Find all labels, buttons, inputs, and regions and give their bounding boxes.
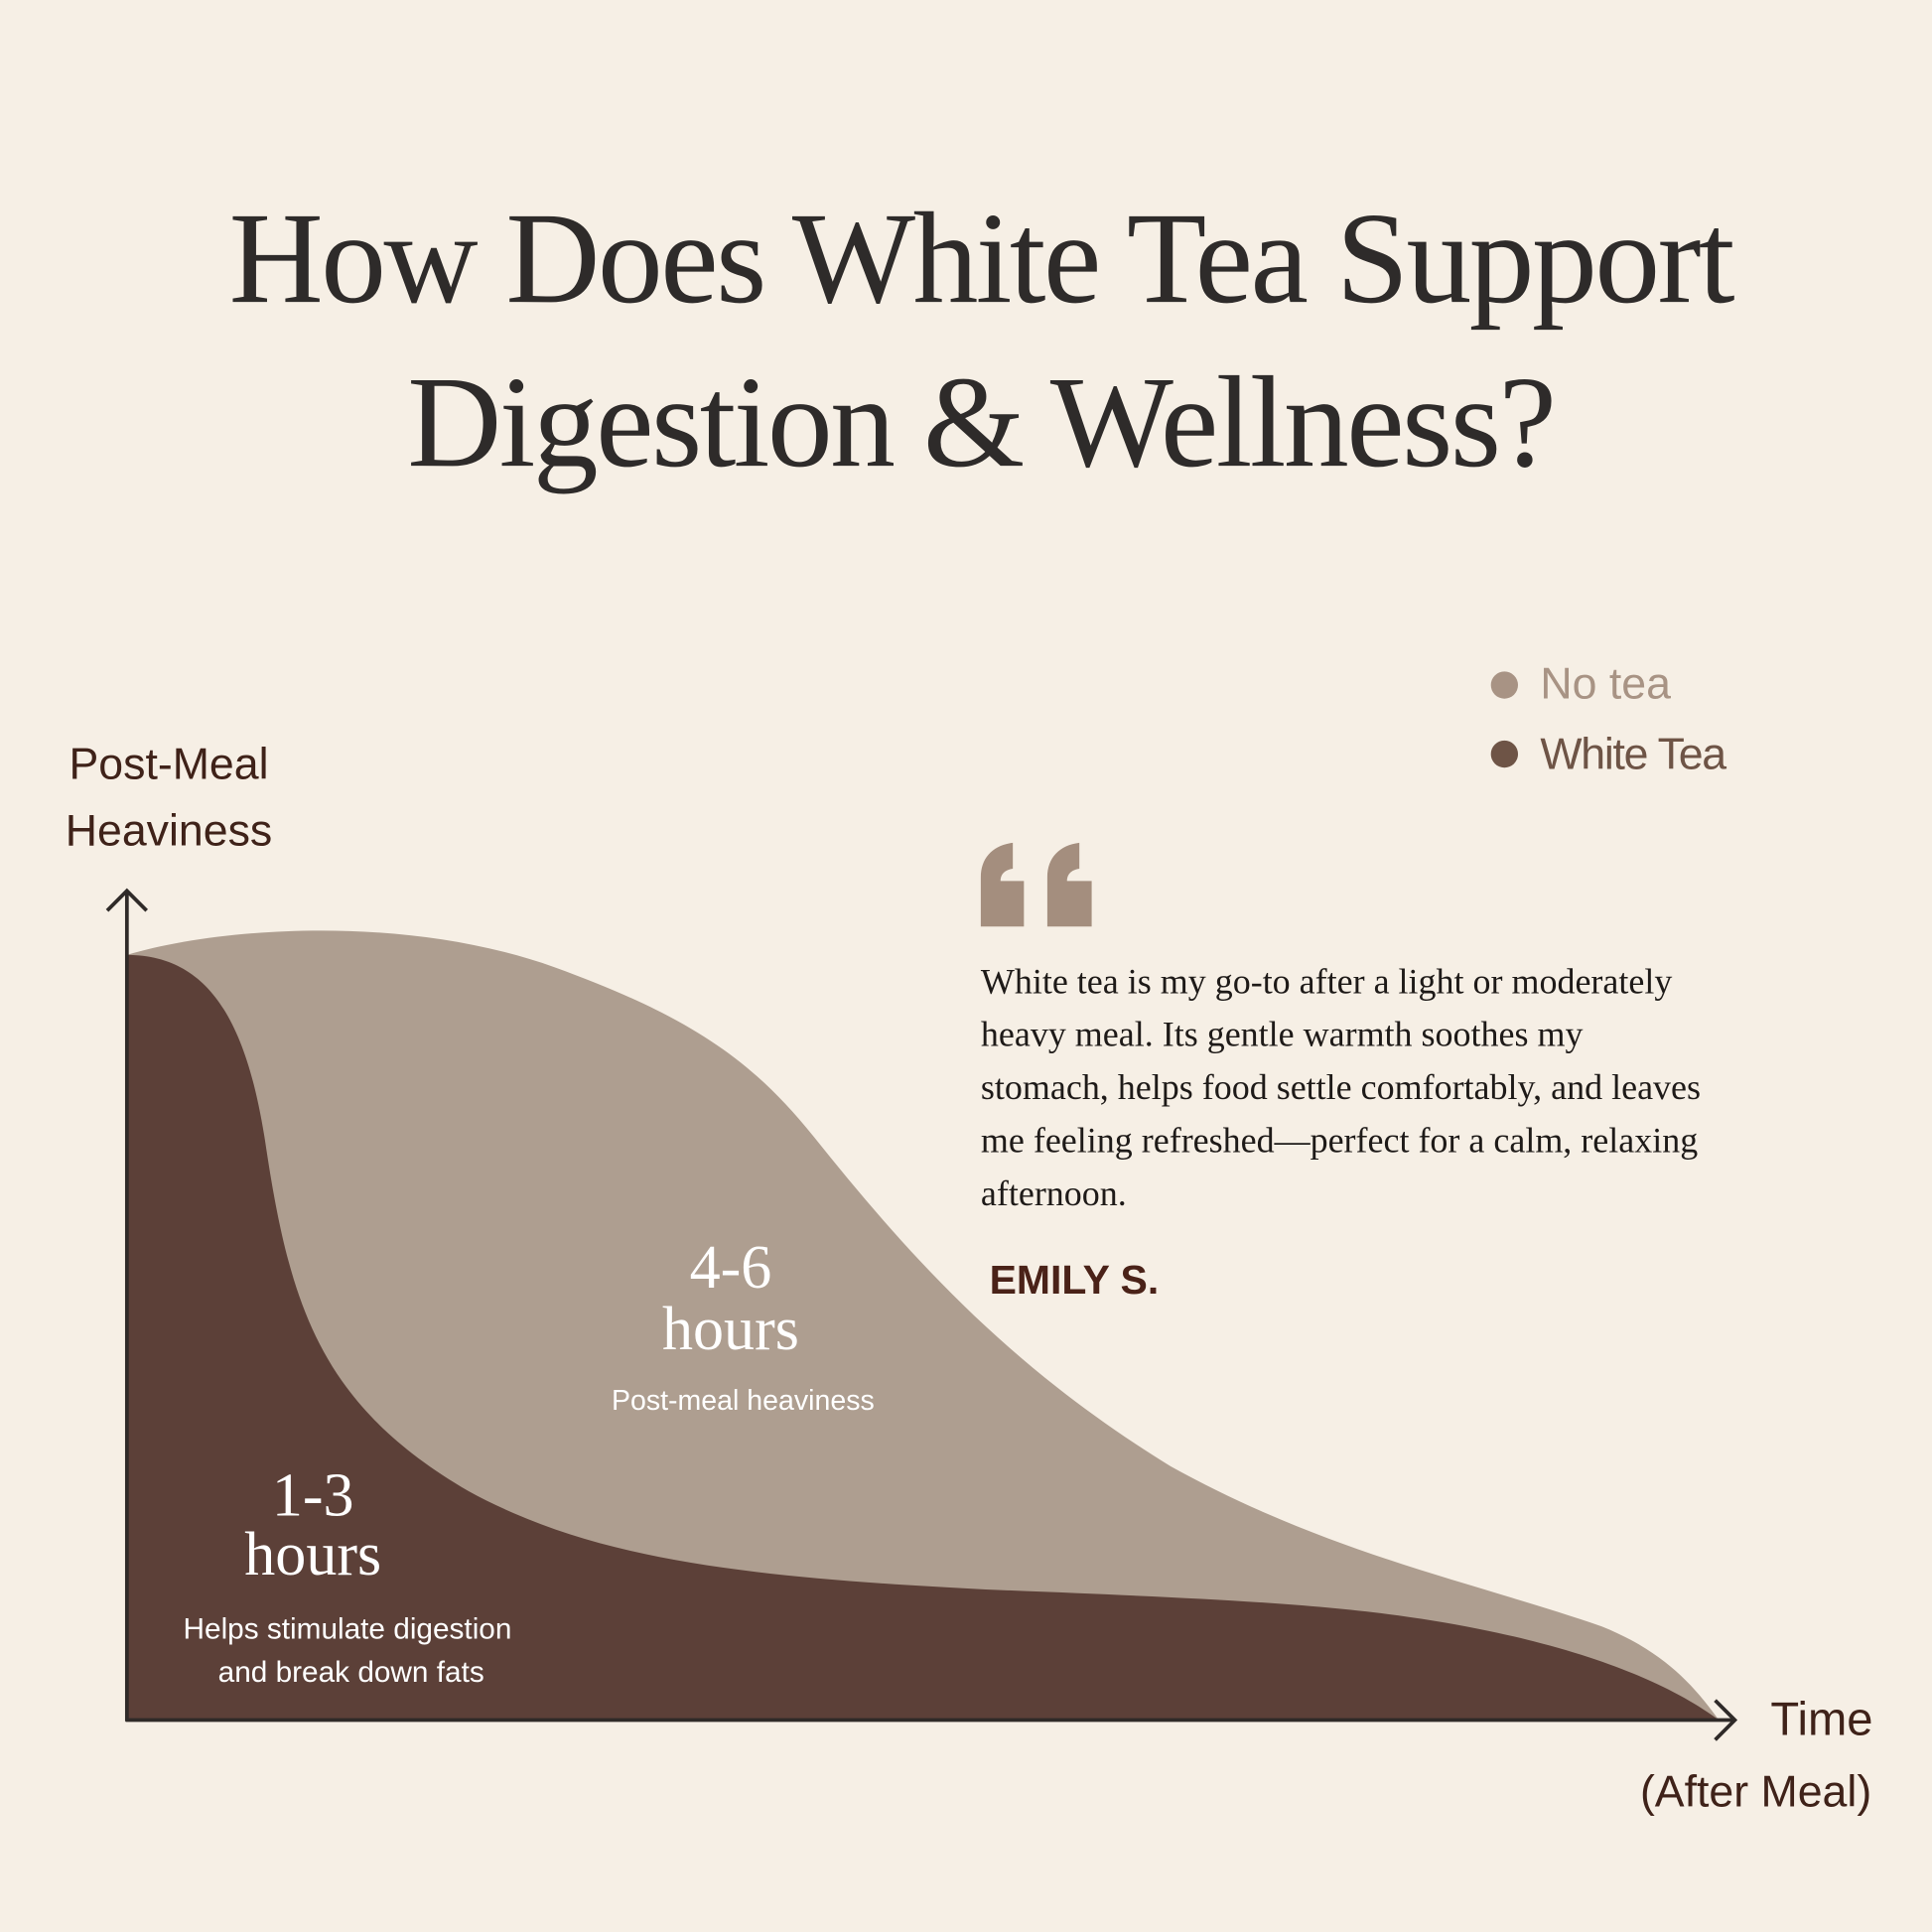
y-axis-label-line-1: Post-Meal [69, 740, 269, 788]
white-tea-duration-unit: hours [244, 1521, 381, 1588]
no-tea-duration-unit: hours [662, 1296, 799, 1363]
x-axis-label-line-2: (After Meal) [1640, 1767, 1871, 1816]
white-tea-caption-line-2: and break down fats [218, 1656, 484, 1689]
testimonial-line: White tea is my go-to after a light or m… [981, 961, 1672, 1001]
title-line-2: Digestion & Wellness? [407, 350, 1554, 494]
quote-open-icon [980, 842, 1092, 927]
testimonial-line: stomach, helps food settle comfortably, … [981, 1067, 1701, 1107]
axes [105, 888, 1738, 1741]
x-axis-label-line-1: Time [1770, 1692, 1872, 1744]
white-tea-duration-value: 1-3 [272, 1462, 354, 1530]
white-tea-caption-line-1: Helps stimulate digestion [184, 1613, 512, 1646]
y-axis-arrow-icon [105, 888, 149, 912]
no-tea-duration-value: 4-6 [690, 1234, 772, 1302]
legend-label-white-tea: White Tea [1540, 730, 1726, 778]
no-tea-caption: Post-meal heaviness [612, 1385, 875, 1417]
x-axis-arrow-icon [1714, 1699, 1738, 1741]
testimonial-line: me feeling refreshed—perfect for a calm,… [981, 1120, 1698, 1160]
testimonial-text: White tea is my go-to after a light or m… [981, 961, 1701, 1212]
legend-marker-no-tea [1490, 671, 1518, 699]
legend-label-no-tea: No tea [1540, 660, 1671, 709]
testimonial-line: afternoon. [981, 1173, 1127, 1213]
legend: No tea White Tea [1490, 660, 1728, 778]
legend-marker-white-tea [1490, 740, 1518, 768]
testimonial-author: EMILY S. [990, 1257, 1160, 1303]
testimonial-line: heavy meal. Its gentle warmth soothes my [981, 1015, 1584, 1054]
y-axis-label-line-2: Heaviness [66, 806, 273, 855]
title-line-1: How Does White Tea Support [229, 187, 1734, 331]
area-white-tea [126, 954, 1720, 1721]
